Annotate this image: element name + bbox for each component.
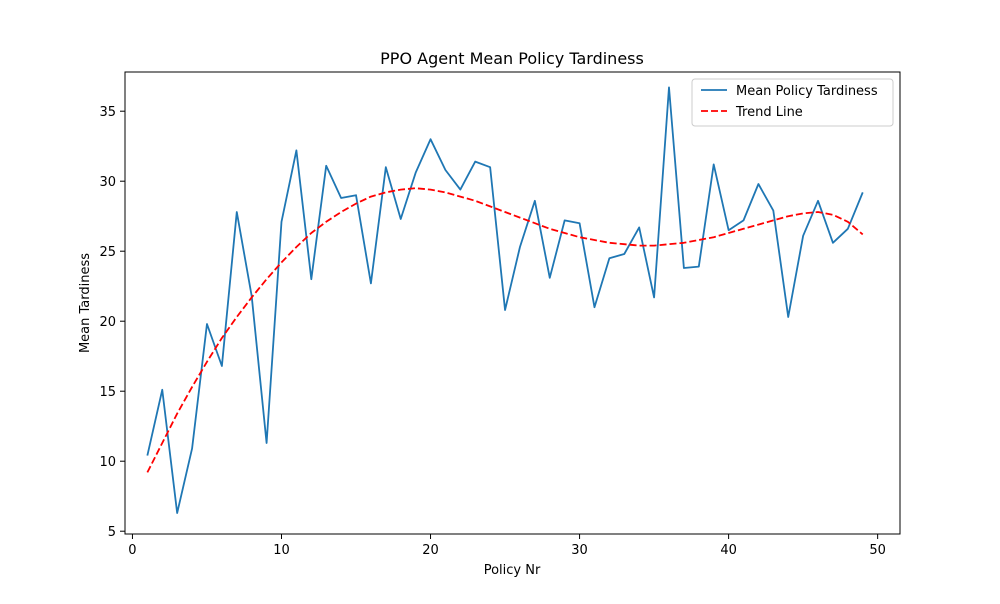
series-line-trend-line: [146, 187, 864, 473]
y-tick-label: 10: [99, 455, 116, 470]
x-tick-label: 0: [128, 543, 136, 558]
y-axis: 5 10 15 20 25 30 35: [99, 105, 125, 540]
legend: Mean Policy Tardiness Trend Line: [691, 78, 894, 127]
x-axis: 0 10 20 30 40 50: [128, 534, 886, 558]
y-axis-label: Mean Tardiness: [78, 253, 93, 353]
series-line-mean-policy-tardiness: [146, 86, 864, 514]
axes-frame: [124, 71, 901, 535]
x-tick-label: 30: [571, 543, 588, 558]
series-layer: [146, 86, 864, 514]
y-tick-label: 20: [99, 315, 116, 330]
legend-label-mean-policy-tardiness: Mean Policy Tardiness: [736, 84, 878, 99]
y-tick-label: 5: [108, 525, 116, 540]
x-tick-label: 50: [869, 543, 886, 558]
x-tick-label: 20: [422, 543, 439, 558]
y-tick-label: 35: [99, 105, 116, 120]
y-tick-label: 15: [99, 385, 116, 400]
legend-label-trend-line: Trend Line: [735, 105, 803, 120]
y-tick-label: 25: [99, 245, 116, 260]
x-axis-label: Policy Nr: [484, 563, 541, 578]
legend-box: [691, 78, 894, 127]
x-tick-label: 40: [720, 543, 737, 558]
x-tick-label: 10: [273, 543, 290, 558]
y-tick-label: 30: [99, 175, 116, 190]
plot-area: 0 10 20 30 40 50 5 10 15 20 25 30 35: [99, 71, 901, 558]
chart-title: PPO Agent Mean Policy Tardiness: [380, 49, 644, 68]
